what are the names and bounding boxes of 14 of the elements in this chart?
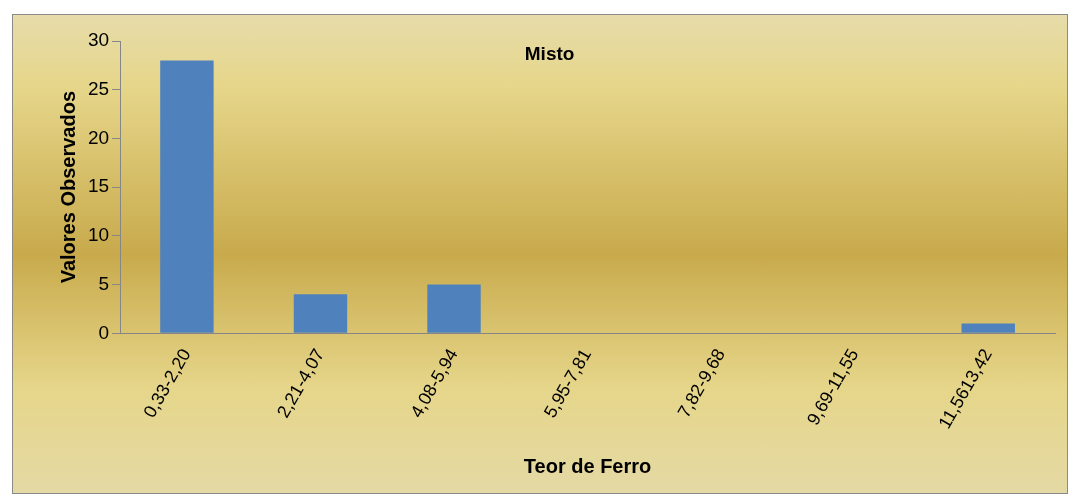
y-tick-label: 30 [87,29,110,51]
y-tick-label: 25 [87,77,110,99]
chart-title: Misto [524,42,575,64]
x-axis-title: Teor de Ferro [523,454,652,477]
y-tick-label: 5 [98,272,110,294]
y-tick-label: 0 [98,321,110,343]
y-tick-label: 20 [87,126,110,148]
bar [961,323,1015,333]
y-tick-label: 10 [87,224,110,246]
bar [293,294,348,333]
y-axis-title: Valores Observados [56,91,79,284]
bar [160,60,214,333]
y-tick-label: 15 [87,175,110,197]
bar [427,284,481,333]
